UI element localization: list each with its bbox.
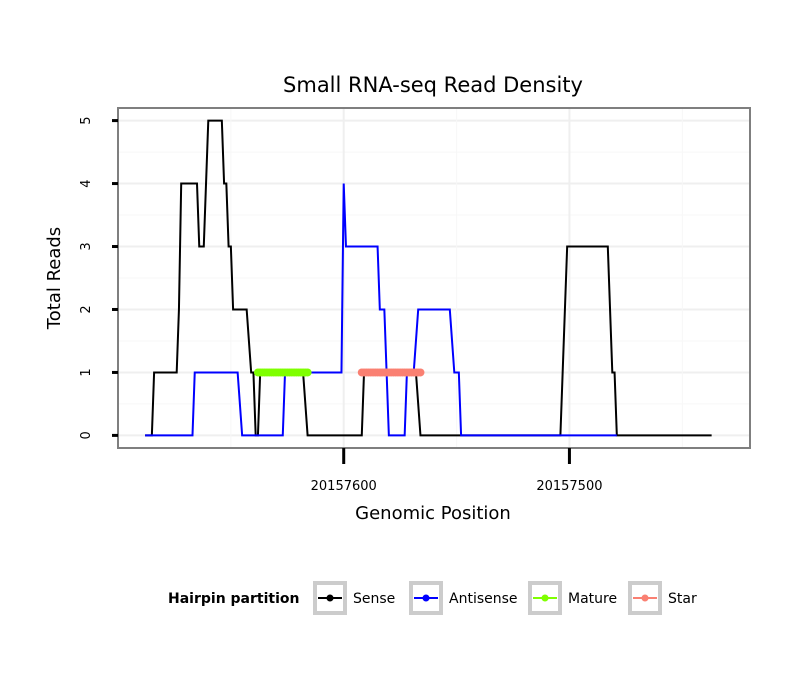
legend-label: Antisense xyxy=(449,591,518,607)
legend-label: Star xyxy=(668,591,697,607)
x-tick-label: 20157600 xyxy=(311,479,377,494)
y-tick-label: 2 xyxy=(79,305,94,313)
legend-key-point xyxy=(326,594,334,602)
legend-item-mature: Mature xyxy=(528,581,617,615)
plot-border xyxy=(117,107,751,449)
series-line-antisense xyxy=(145,183,617,437)
legend-key-point xyxy=(541,594,549,602)
legend-key-point xyxy=(422,594,430,602)
series-line-sense xyxy=(145,119,712,437)
legend-item-star: Star xyxy=(628,581,697,615)
legend-title: Hairpin partition xyxy=(168,591,299,607)
y-axis-label: Total Reads xyxy=(44,227,65,330)
series-layer xyxy=(145,119,712,437)
y-tick-label: 4 xyxy=(79,179,94,187)
y-tick-label: 3 xyxy=(79,242,94,250)
x-axis-label: Genomic Position xyxy=(355,503,511,524)
legend-item-antisense: Antisense xyxy=(409,581,518,615)
legend-key-point xyxy=(641,594,649,602)
chart-title: Small RNA-seq Read Density xyxy=(283,73,583,97)
y-tick-label: 0 xyxy=(79,431,94,439)
y-tick-label: 5 xyxy=(79,116,94,124)
series-point-star xyxy=(416,368,425,377)
legend-item-sense: Sense xyxy=(313,581,395,615)
y-axis: 0 1 2 3 4 5 xyxy=(79,116,118,440)
series-point-mature xyxy=(303,368,312,377)
legend-label: Sense xyxy=(353,591,395,607)
legend-label: Mature xyxy=(568,591,617,607)
y-tick-label: 1 xyxy=(79,368,94,376)
x-tick-label: 20157500 xyxy=(536,479,602,494)
x-axis: 20157600 20157500 xyxy=(311,448,603,494)
legend: Hairpin partition Sense Antisense Mature St… xyxy=(168,581,697,615)
